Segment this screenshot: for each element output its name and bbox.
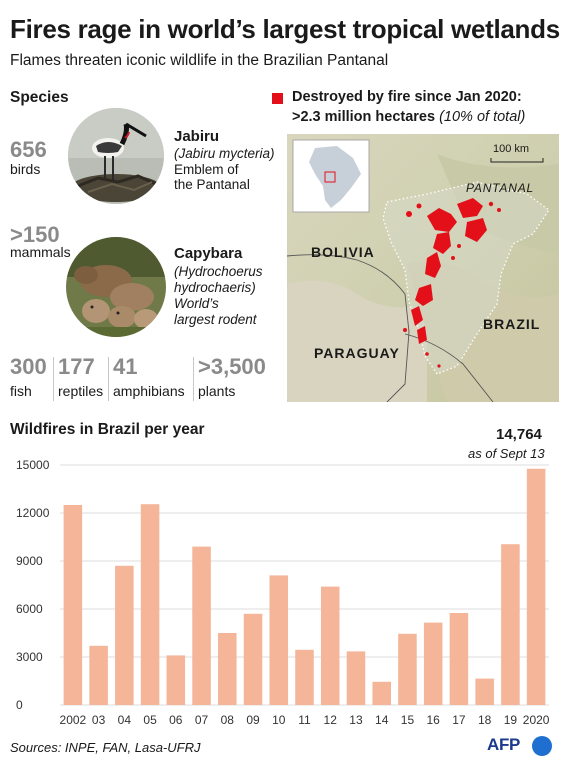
fish-count: 300	[10, 354, 47, 379]
y-tick-label: 3000	[16, 650, 43, 664]
bar	[346, 651, 366, 705]
bar	[89, 645, 108, 705]
y-tick-label: 15000	[16, 458, 50, 472]
jabiru-desc-2: the Pantanal	[174, 177, 250, 192]
bar	[166, 655, 186, 705]
map-scale: 100 km	[493, 143, 530, 155]
plants-count: >3,500	[198, 354, 266, 379]
chart-heading: Wildfires in Brazil per year	[10, 421, 205, 438]
bar	[501, 544, 520, 705]
x-tick-label: 2020	[523, 713, 550, 727]
bar	[192, 546, 211, 705]
x-tick-label: 03	[92, 713, 106, 727]
separator	[193, 357, 194, 401]
mammals-count: >150	[10, 222, 60, 247]
pantanal-map	[287, 134, 559, 402]
bolivia-label: BOLIVIA	[311, 244, 375, 260]
jabiru-photo	[68, 108, 164, 204]
x-tick-label: 18	[478, 713, 492, 727]
species-heading: Species	[10, 89, 69, 106]
paraguay-label: PARAGUAY	[314, 345, 400, 361]
x-tick-label: 14	[375, 713, 389, 727]
y-tick-label: 9000	[16, 554, 43, 568]
capybara-desc-2: largest rodent	[174, 312, 257, 327]
x-tick-label: 10	[272, 713, 286, 727]
x-tick-label: 12	[324, 713, 338, 727]
bar	[423, 622, 443, 705]
birds-count: 656	[10, 137, 47, 162]
wildfires-bar-chart: 0 3000 6000 9000 12000 15000 2002 03 04 05 06 07 08 0…	[16, 458, 550, 727]
x-tick-label: 07	[195, 713, 209, 727]
annotation-value: 14,764	[496, 426, 542, 443]
x-tick-label: 11	[298, 713, 311, 727]
y-tick-label: 6000	[16, 602, 43, 616]
x-tick-label: 16	[427, 713, 441, 727]
bar	[140, 504, 160, 705]
capybara-name: Capybara	[174, 245, 243, 262]
sources: Sources: INPE, FAN, Lasa-UFRJ	[10, 740, 201, 755]
bar	[449, 613, 469, 705]
amphibians-label: amphibians	[113, 383, 185, 399]
separator	[108, 357, 109, 401]
y-tick-label: 0	[16, 698, 23, 712]
capybara-photo	[66, 237, 166, 337]
birds-label: birds	[10, 161, 41, 177]
jabiru-name: Jabiru	[174, 128, 220, 145]
bar	[243, 613, 263, 705]
plants-label: plants	[198, 383, 236, 399]
separator	[53, 357, 54, 401]
x-tick-label: 2002	[60, 713, 87, 727]
y-tick-label: 12000	[16, 506, 50, 520]
afp-logo: AFP	[487, 735, 552, 757]
brazil-label: BRAZIL	[483, 316, 541, 332]
jabiru-desc-1: Emblem of	[174, 162, 239, 177]
fire-legend-line2: >2.3 million hectares (10% of total)	[292, 109, 526, 125]
annotation-note: as of Sept 13	[468, 446, 545, 461]
afp-logo-text: AFP	[487, 735, 521, 754]
bar	[475, 678, 494, 705]
capybara-latin-1: (Hydrochoerus	[174, 264, 263, 279]
reptiles-count: 177	[58, 354, 95, 379]
bar	[398, 633, 417, 705]
afp-logo-dot	[532, 736, 552, 756]
page-subtitle: Flames threaten iconic wildlife in the B…	[10, 52, 389, 69]
reptiles-label: reptiles	[58, 383, 104, 399]
bar	[63, 505, 83, 705]
page-title: Fires rage in world’s largest tropical w…	[10, 14, 560, 44]
bar	[269, 575, 289, 705]
x-tick-label: 13	[349, 713, 363, 727]
fish-label: fish	[10, 383, 32, 399]
x-tick-label: 05	[143, 713, 157, 727]
x-tick-label: 09	[246, 713, 260, 727]
bar	[295, 649, 314, 705]
x-tick-label: 04	[118, 713, 132, 727]
mammals-label: mammals	[10, 244, 71, 260]
pantanal-label: PANTANAL	[466, 181, 534, 195]
capybara-latin-2: hydrochaeris)	[174, 280, 256, 295]
jabiru-latin: (Jabiru mycteria)	[174, 146, 275, 161]
fire-legend-swatch	[272, 93, 283, 104]
x-tick-label: 17	[452, 713, 466, 727]
bar	[372, 681, 391, 705]
x-tick-label: 08	[221, 713, 235, 727]
bar	[115, 565, 134, 705]
bar	[218, 633, 237, 705]
bar	[320, 586, 340, 705]
capybara-desc-1: World’s	[174, 296, 219, 311]
x-tick-label: 06	[169, 713, 183, 727]
amphibians-count: 41	[113, 354, 138, 379]
x-tick-label: 15	[401, 713, 415, 727]
bar	[526, 468, 546, 705]
fire-legend-line1: Destroyed by fire since Jan 2020:	[292, 89, 522, 105]
x-tick-label: 19	[504, 713, 518, 727]
